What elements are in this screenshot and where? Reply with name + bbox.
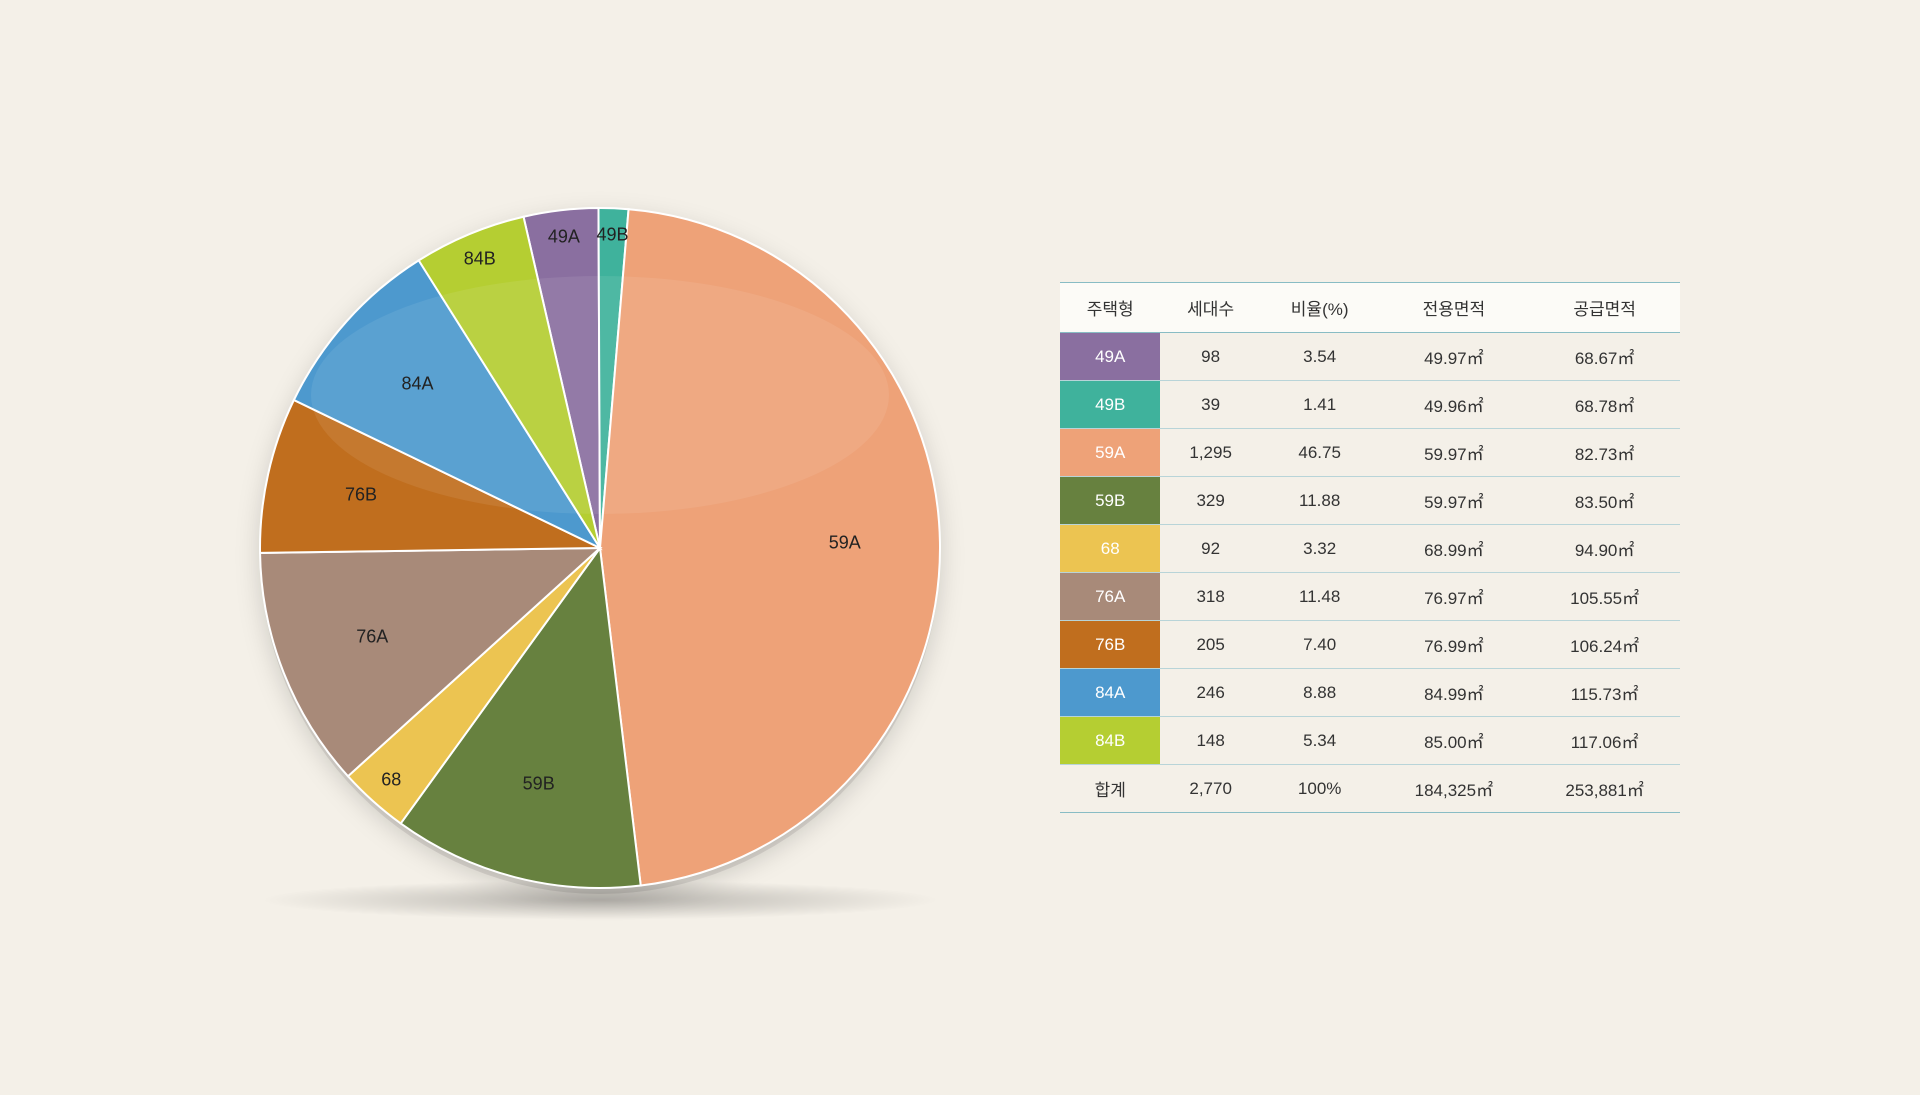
type-cell-49B: 49B — [1060, 381, 1160, 429]
table-header: 주택형세대수비율(%)전용면적공급면적 — [1060, 283, 1680, 333]
pie-label-59A: 59A — [829, 533, 861, 554]
type-cell-84B: 84B — [1060, 717, 1160, 765]
cell: 3.32 — [1261, 525, 1379, 573]
cell: 94.90㎡ — [1529, 525, 1680, 573]
table-row: 59B32911.8859.97㎡83.50㎡ — [1060, 477, 1680, 525]
pie-label-84A: 84A — [401, 374, 433, 395]
cell: 49.97㎡ — [1378, 333, 1529, 381]
cell: 1.41 — [1261, 381, 1379, 429]
data-table: 주택형세대수비율(%)전용면적공급면적 49A983.5449.97㎡68.67… — [1060, 282, 1680, 813]
cell: 7.40 — [1261, 621, 1379, 669]
pie-label-59B: 59B — [523, 774, 555, 795]
cell: 85.00㎡ — [1378, 717, 1529, 765]
table-row: 76B2057.4076.99㎡106.24㎡ — [1060, 621, 1680, 669]
cell: 318 — [1160, 573, 1260, 621]
table-row: 49B391.4149.96㎡68.78㎡ — [1060, 381, 1680, 429]
cell: 68.78㎡ — [1529, 381, 1680, 429]
table-col-0: 주택형 — [1060, 283, 1160, 333]
total-cell: 184,325㎡ — [1378, 765, 1529, 813]
cell: 84.99㎡ — [1378, 669, 1529, 717]
cell: 1,295 — [1160, 429, 1260, 477]
cell: 59.97㎡ — [1378, 429, 1529, 477]
cell: 11.48 — [1261, 573, 1379, 621]
type-cell-68: 68 — [1060, 525, 1160, 573]
cell: 68.99㎡ — [1378, 525, 1529, 573]
pie-label-68: 68 — [381, 770, 401, 791]
cell: 83.50㎡ — [1529, 477, 1680, 525]
table-row: 49A983.5449.97㎡68.67㎡ — [1060, 333, 1680, 381]
type-cell-59B: 59B — [1060, 477, 1160, 525]
table-total-row: 합계2,770100%184,325㎡253,881㎡ — [1060, 765, 1680, 813]
total-cell: 253,881㎡ — [1529, 765, 1680, 813]
pie-label-76B: 76B — [345, 484, 377, 505]
cell: 76.99㎡ — [1378, 621, 1529, 669]
pie-chart: 49A 49B 59A 59B 68 76A 76B 84A 84B — [240, 188, 960, 908]
total-cell: 100% — [1261, 765, 1379, 813]
pie-label-84B: 84B — [464, 248, 496, 269]
table-body: 49A983.5449.97㎡68.67㎡49B391.4149.96㎡68.7… — [1060, 333, 1680, 813]
cell: 205 — [1160, 621, 1260, 669]
cell: 49.96㎡ — [1378, 381, 1529, 429]
cell: 92 — [1160, 525, 1260, 573]
type-cell-76A: 76A — [1060, 573, 1160, 621]
cell: 39 — [1160, 381, 1260, 429]
cell: 76.97㎡ — [1378, 573, 1529, 621]
type-cell-76B: 76B — [1060, 621, 1160, 669]
cell: 46.75 — [1261, 429, 1379, 477]
data-table-area: 주택형세대수비율(%)전용면적공급면적 49A983.5449.97㎡68.67… — [1060, 282, 1680, 813]
total-cell: 2,770 — [1160, 765, 1260, 813]
pie-label-49B: 49B — [596, 224, 628, 245]
table-row: 59A1,29546.7559.97㎡82.73㎡ — [1060, 429, 1680, 477]
cell: 148 — [1160, 717, 1260, 765]
cell: 82.73㎡ — [1529, 429, 1680, 477]
cell: 329 — [1160, 477, 1260, 525]
cell: 246 — [1160, 669, 1260, 717]
pie-label-76A: 76A — [356, 627, 388, 648]
main-container: 49A49B59A59B6876A76B84A84B 주택형세대수비율(%)전용… — [0, 0, 1920, 1095]
table-col-3: 전용면적 — [1378, 283, 1529, 333]
table-col-4: 공급면적 — [1529, 283, 1680, 333]
cell: 3.54 — [1261, 333, 1379, 381]
type-cell-84A: 84A — [1060, 669, 1160, 717]
cell: 117.06㎡ — [1529, 717, 1680, 765]
total-label: 합계 — [1060, 765, 1160, 813]
cell: 105.55㎡ — [1529, 573, 1680, 621]
cell: 68.67㎡ — [1529, 333, 1680, 381]
table-row: 76A31811.4876.97㎡105.55㎡ — [1060, 573, 1680, 621]
pie-label-49A: 49A — [548, 226, 580, 247]
cell: 106.24㎡ — [1529, 621, 1680, 669]
cell: 59.97㎡ — [1378, 477, 1529, 525]
table-row: 84B1485.3485.00㎡117.06㎡ — [1060, 717, 1680, 765]
cell: 115.73㎡ — [1529, 669, 1680, 717]
cell: 11.88 — [1261, 477, 1379, 525]
table-header-row: 주택형세대수비율(%)전용면적공급면적 — [1060, 283, 1680, 333]
table-col-1: 세대수 — [1160, 283, 1260, 333]
type-cell-49A: 49A — [1060, 333, 1160, 381]
table-row: 68923.3268.99㎡94.90㎡ — [1060, 525, 1680, 573]
cell: 98 — [1160, 333, 1260, 381]
cell: 5.34 — [1261, 717, 1379, 765]
cell: 8.88 — [1261, 669, 1379, 717]
table-col-2: 비율(%) — [1261, 283, 1379, 333]
type-cell-59A: 59A — [1060, 429, 1160, 477]
table-row: 84A2468.8884.99㎡115.73㎡ — [1060, 669, 1680, 717]
